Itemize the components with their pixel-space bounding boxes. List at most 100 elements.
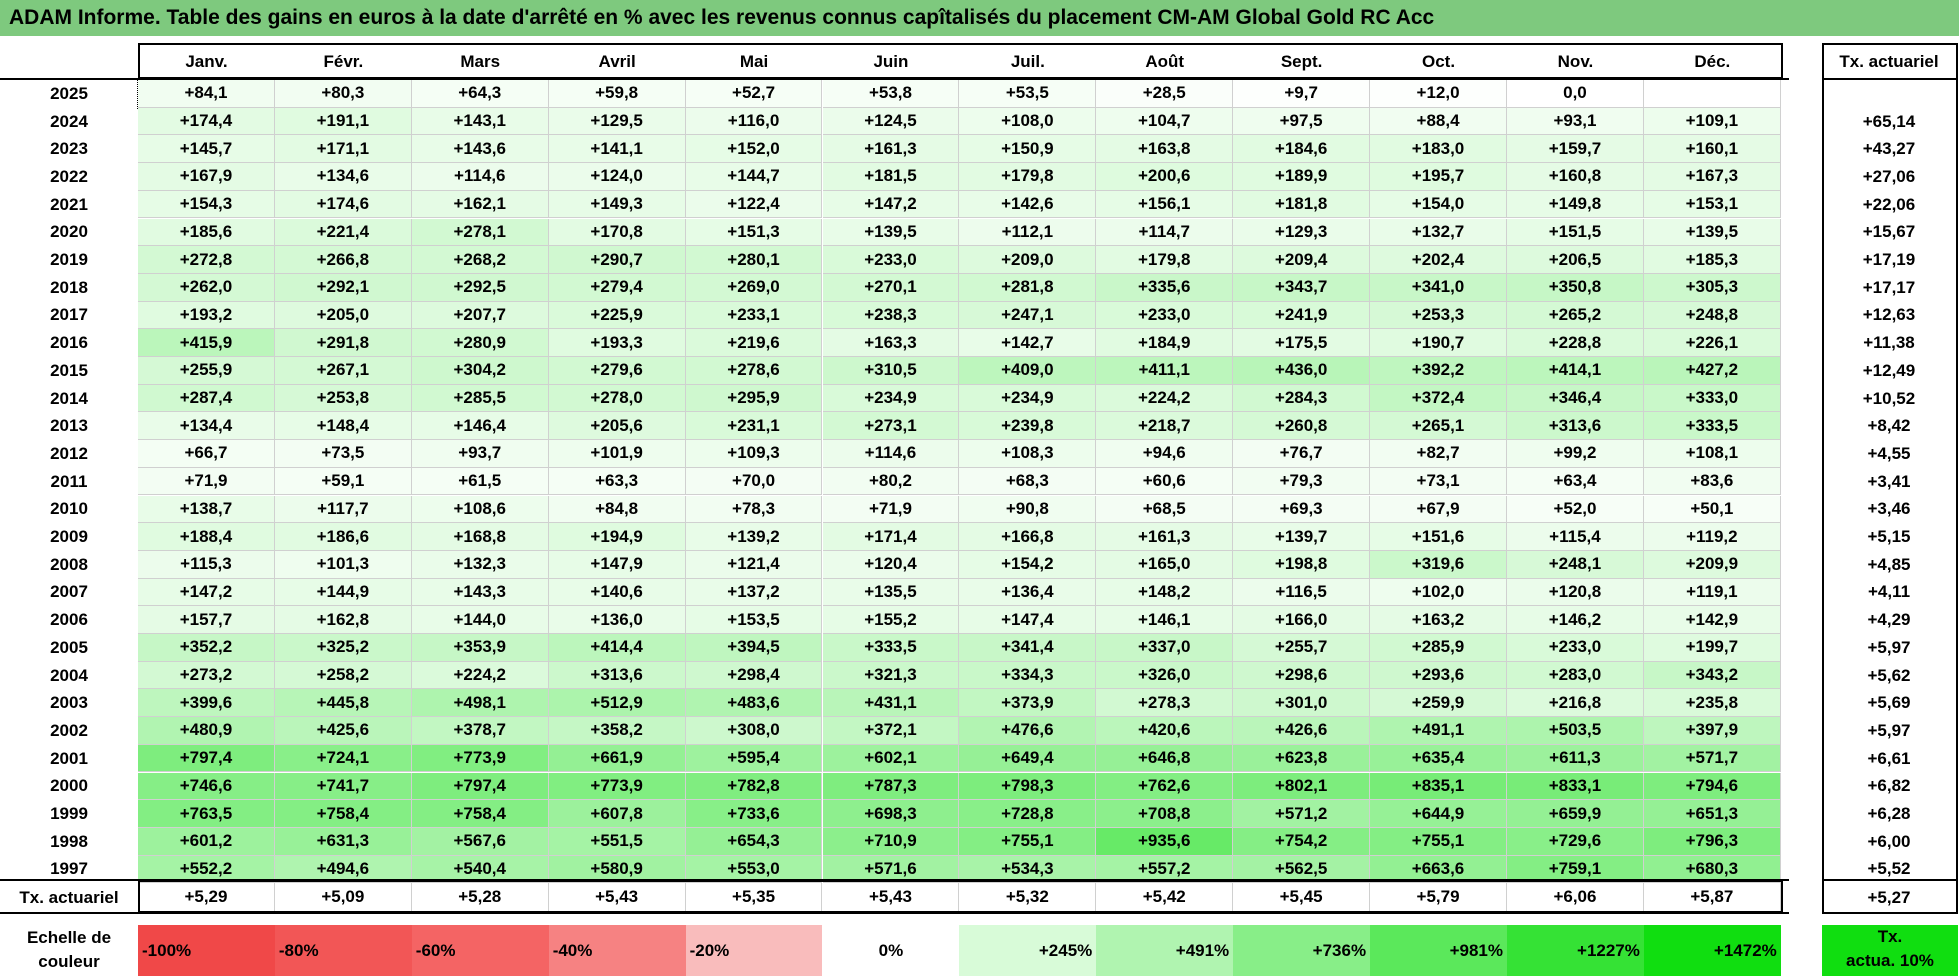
table-cell: +278,1 bbox=[411, 218, 549, 247]
table-cell: +431,1 bbox=[822, 689, 960, 718]
table-cell: +238,3 bbox=[822, 301, 960, 330]
table-cell: +534,3 bbox=[959, 855, 1097, 884]
table-cell: +802,1 bbox=[1233, 772, 1371, 801]
year-label: 2001 bbox=[50, 748, 88, 768]
table-cell: +291,8 bbox=[274, 329, 412, 357]
rate-cell: +4,11 bbox=[1867, 582, 1911, 602]
rate-cell: +5,69 bbox=[1867, 693, 1911, 713]
table-cell: +146,2 bbox=[1507, 606, 1644, 634]
table-cell: +253,8 bbox=[274, 384, 412, 413]
month-header: Juil. bbox=[1010, 51, 1045, 71]
table-cell: +733,6 bbox=[685, 800, 823, 828]
table-cell: +80,3 bbox=[274, 80, 412, 108]
table-cell: +265,2 bbox=[1507, 301, 1644, 330]
table-cell: +139,2 bbox=[685, 523, 823, 551]
summary-cell: +5,09 bbox=[274, 883, 412, 912]
table-cell: +53,8 bbox=[822, 80, 960, 108]
summary-cell: +5,45 bbox=[1233, 883, 1371, 912]
table-cell: +414,4 bbox=[548, 634, 686, 662]
table-cell: +134,6 bbox=[274, 163, 412, 191]
summary-cell: +5,42 bbox=[1096, 883, 1234, 912]
year-label: 2000 bbox=[50, 776, 88, 796]
table-cell: +258,2 bbox=[274, 661, 412, 690]
table-cell: +63,3 bbox=[548, 467, 686, 496]
table-cell: +52,7 bbox=[685, 80, 823, 108]
table-cell: +183,0 bbox=[1370, 135, 1507, 164]
table-cell: +758,4 bbox=[411, 800, 549, 828]
table-cell: +69,3 bbox=[1233, 495, 1371, 524]
table-cell: +143,3 bbox=[411, 578, 549, 607]
table-cell: +175,5 bbox=[1233, 329, 1371, 357]
table-cell: +185,6 bbox=[138, 218, 275, 247]
table-cell: +343,2 bbox=[1643, 661, 1781, 690]
table-cell: +728,8 bbox=[959, 800, 1097, 828]
table-cell: +325,2 bbox=[274, 634, 412, 662]
table-cell: +191,1 bbox=[274, 107, 412, 136]
table-cell: +167,3 bbox=[1643, 163, 1781, 191]
year-label: 2002 bbox=[50, 720, 88, 740]
table-cell: +66,7 bbox=[138, 440, 275, 468]
year-label: 2013 bbox=[50, 416, 88, 436]
table-cell: +268,2 bbox=[411, 246, 549, 274]
table-cell: +571,6 bbox=[822, 855, 960, 884]
page-title: ADAM Informe. Table des gains en euros à… bbox=[0, 0, 1959, 36]
table-cell: +399,6 bbox=[138, 689, 275, 718]
summary-underline bbox=[0, 912, 1789, 914]
color-scale-swatch: +1227% bbox=[1507, 925, 1644, 976]
table-cell: +93,7 bbox=[411, 440, 549, 468]
table-cell: +661,9 bbox=[548, 744, 686, 773]
rate-cell bbox=[1822, 80, 1956, 108]
table-cell: +310,5 bbox=[822, 357, 960, 385]
table-cell: +392,2 bbox=[1370, 357, 1507, 385]
table-cell: +680,3 bbox=[1643, 855, 1781, 884]
table-cell: +160,8 bbox=[1507, 163, 1644, 191]
table-cell: +136,4 bbox=[959, 578, 1097, 607]
table-cell: +167,9 bbox=[138, 163, 275, 191]
table-cell: +71,9 bbox=[138, 467, 275, 496]
color-scale-swatch: +245% bbox=[959, 925, 1097, 976]
table-cell: +209,4 bbox=[1233, 246, 1371, 274]
month-header: Avril bbox=[598, 51, 636, 71]
table-cell: +76,7 bbox=[1233, 440, 1371, 468]
table-cell: +205,6 bbox=[548, 412, 686, 441]
table-cell: +295,9 bbox=[685, 384, 823, 413]
year-label: 2004 bbox=[50, 665, 88, 685]
year-label: 2018 bbox=[50, 277, 88, 297]
rate-cell: +6,00 bbox=[1867, 831, 1911, 851]
table-cell: +112,1 bbox=[959, 218, 1097, 247]
rate-cell: +4,85 bbox=[1867, 554, 1911, 574]
table-cell: +602,1 bbox=[822, 744, 960, 773]
table-cell: +160,1 bbox=[1643, 135, 1781, 164]
table-cell: +494,6 bbox=[274, 855, 412, 884]
table-cell: +207,7 bbox=[411, 301, 549, 330]
color-scale-swatch: 0% bbox=[822, 925, 960, 976]
table-cell: +313,6 bbox=[548, 661, 686, 690]
table-cell: +234,9 bbox=[822, 384, 960, 413]
month-header: Févr. bbox=[323, 51, 364, 71]
table-cell: +144,9 bbox=[274, 578, 412, 607]
table-cell: +595,4 bbox=[685, 744, 823, 773]
table-cell: +174,6 bbox=[274, 190, 412, 219]
table-cell: +225,9 bbox=[548, 301, 686, 330]
table-cell: +145,7 bbox=[138, 135, 275, 164]
rate-cell: +6,28 bbox=[1867, 804, 1911, 824]
table-cell: +139,5 bbox=[822, 218, 960, 247]
table-cell: +153,5 bbox=[685, 606, 823, 634]
table-cell: +78,3 bbox=[685, 495, 823, 524]
table-cell: +120,8 bbox=[1507, 578, 1644, 607]
table-cell: +292,1 bbox=[274, 273, 412, 302]
rate-cell: +3,41 bbox=[1867, 471, 1911, 491]
rate-cell: +5,52 bbox=[1867, 859, 1911, 879]
table-cell: +333,5 bbox=[1643, 412, 1781, 441]
table-cell: +262,0 bbox=[138, 273, 275, 302]
table-cell: +142,9 bbox=[1643, 606, 1781, 634]
rate-cell: +43,27 bbox=[1862, 139, 1916, 159]
table-cell: +129,3 bbox=[1233, 218, 1371, 247]
rate-cell: +17,19 bbox=[1862, 250, 1916, 270]
table-cell: +166,8 bbox=[959, 523, 1097, 551]
color-scale-swatch: -60% bbox=[411, 925, 549, 976]
table-cell: +278,0 bbox=[548, 384, 686, 413]
table-cell: +226,1 bbox=[1643, 329, 1781, 357]
table-cell: +571,7 bbox=[1643, 744, 1781, 773]
table-cell: +209,9 bbox=[1643, 550, 1781, 579]
